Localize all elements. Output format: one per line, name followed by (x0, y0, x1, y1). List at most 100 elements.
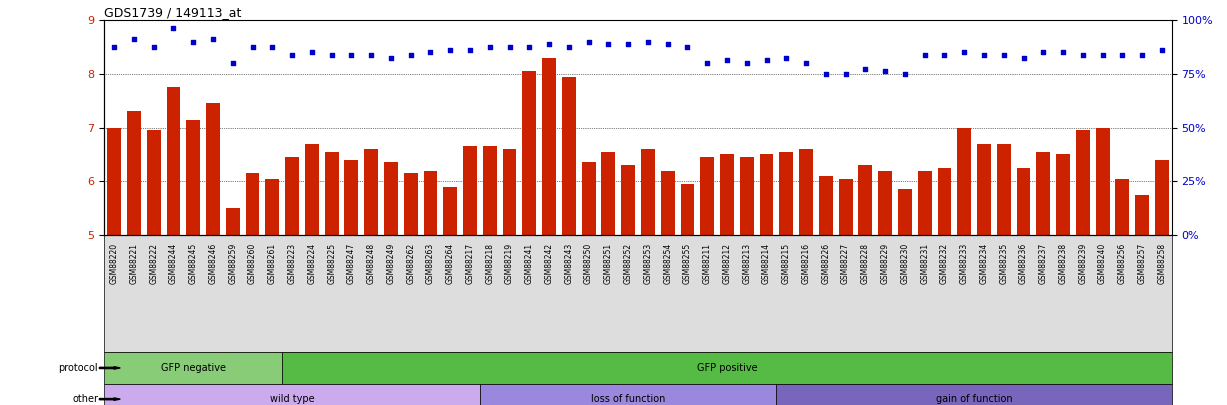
Point (894, 71, 914, 77)
Text: GFP positive: GFP positive (697, 363, 757, 373)
Bar (1155, 160, 1169, 235)
Point (480, 44, 499, 50)
Text: wild type: wild type (270, 394, 314, 404)
Bar (839, 179, 853, 235)
Point (560, 44, 579, 50)
Bar (760, 154, 773, 235)
Point (618, 41, 638, 48)
Point (183, 38, 202, 45)
Bar (977, 144, 991, 235)
Bar (640, 149, 655, 235)
Point (204, 36, 223, 42)
Point (638, 38, 658, 45)
Point (499, 44, 519, 50)
Point (460, 47, 480, 53)
Bar (1076, 130, 1090, 235)
Bar (384, 162, 398, 235)
Bar (898, 189, 912, 235)
Point (401, 52, 421, 58)
Point (519, 44, 539, 50)
Bar (661, 171, 675, 235)
Point (836, 71, 855, 77)
Bar (107, 128, 121, 235)
Bar (937, 168, 951, 235)
Text: protocol: protocol (59, 363, 98, 373)
Point (796, 60, 816, 66)
Bar (918, 171, 931, 235)
Bar (245, 173, 259, 235)
Bar (226, 208, 239, 235)
Point (658, 41, 677, 48)
Point (1133, 52, 1152, 58)
Point (855, 65, 875, 72)
Bar (621, 165, 636, 235)
Bar (1056, 154, 1070, 235)
Point (263, 44, 282, 50)
Bar (147, 130, 161, 235)
Bar (1017, 168, 1031, 235)
Bar (957, 128, 971, 235)
Point (697, 60, 717, 66)
Point (677, 44, 697, 50)
Point (935, 52, 955, 58)
Point (875, 68, 894, 75)
Point (994, 52, 1014, 58)
Point (321, 52, 341, 58)
Bar (423, 171, 437, 235)
Bar (779, 152, 793, 235)
Bar (167, 87, 180, 235)
Bar (562, 77, 575, 235)
Bar (443, 187, 458, 235)
Point (144, 44, 163, 50)
Text: other: other (72, 394, 98, 404)
Bar (1037, 152, 1050, 235)
Bar (404, 173, 417, 235)
Bar (879, 171, 892, 235)
Bar (720, 154, 734, 235)
Text: loss of function: loss of function (591, 394, 665, 404)
Point (539, 41, 558, 48)
Point (1093, 52, 1113, 58)
Bar (463, 146, 477, 235)
Point (1072, 52, 1092, 58)
Bar (740, 157, 753, 235)
Point (1014, 55, 1033, 61)
Point (1033, 49, 1053, 55)
Bar (582, 162, 595, 235)
Bar (285, 157, 299, 235)
Bar (187, 119, 200, 235)
Text: GFP negative: GFP negative (161, 363, 226, 373)
Point (777, 55, 796, 61)
Point (816, 71, 836, 77)
Point (1152, 47, 1172, 53)
Point (737, 60, 757, 66)
Point (223, 60, 243, 66)
Bar (306, 144, 319, 235)
Point (124, 36, 144, 42)
Point (717, 57, 736, 64)
Bar (996, 144, 1011, 235)
Text: GDS1739 / 149113_at: GDS1739 / 149113_at (104, 6, 242, 19)
Point (955, 49, 974, 55)
Bar (206, 103, 220, 235)
Bar (542, 58, 556, 235)
Bar (1115, 179, 1129, 235)
Bar (483, 146, 497, 235)
Bar (681, 184, 694, 235)
Point (974, 52, 994, 58)
Bar (523, 71, 536, 235)
Point (341, 52, 361, 58)
Bar (859, 165, 872, 235)
Bar (265, 179, 280, 235)
Point (421, 49, 440, 55)
Point (282, 52, 302, 58)
Point (382, 55, 401, 61)
Bar (701, 157, 714, 235)
Bar (345, 160, 358, 235)
Bar (818, 176, 833, 235)
Point (243, 44, 263, 50)
Point (599, 41, 618, 48)
Bar (1135, 195, 1148, 235)
Point (757, 57, 777, 64)
Bar (601, 152, 615, 235)
